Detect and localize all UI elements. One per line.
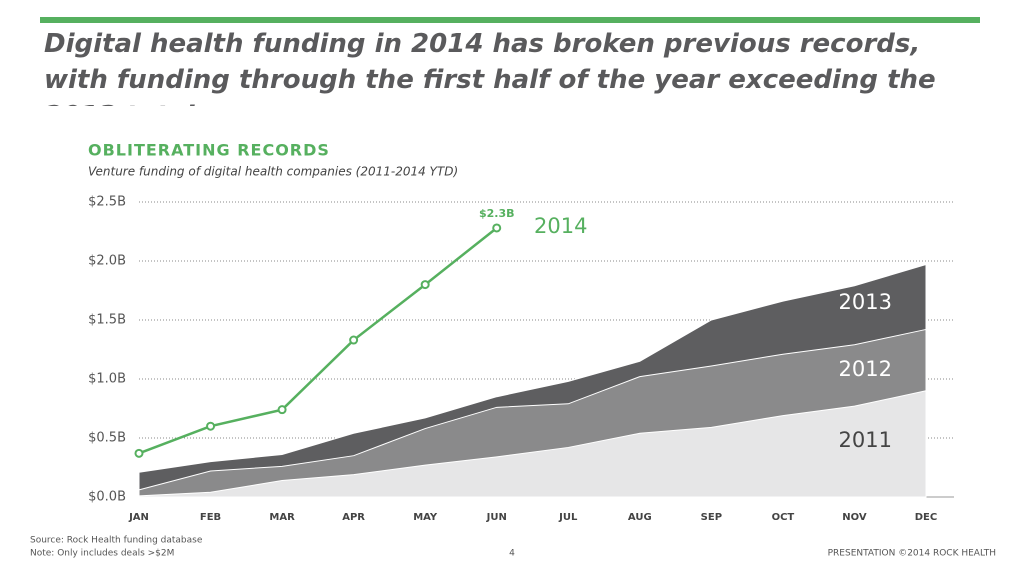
y-tick-label: $1.5B [88,313,126,328]
page-number: 4 [509,549,515,559]
x-tick-label: JAN [128,512,149,523]
marker [420,280,430,290]
marker [134,448,144,458]
note: Note: Only includes deals >$2M [30,549,174,559]
source: Source: Rock Health funding database [30,536,203,546]
marker [277,405,287,415]
brand: PRESENTATION ©2014 ROCK HEALTH [828,549,996,559]
title-box: Digital health funding in 2014 has broke… [44,29,936,106]
value-label: $2.3B [479,207,515,220]
x-tick-label: JUL [558,512,578,523]
y-tick-label: $2.5B [88,195,126,210]
slide-title: Digital health funding in 2014 has broke… [44,29,936,106]
series-label: 2013 [839,290,892,314]
chart-title: OBLITERATING RECORDS [88,141,330,160]
y-tick-label: $0.0B [88,490,126,505]
x-tick-label: AUG [628,512,652,523]
area [138,390,927,498]
y-tick-label: $0.5B [88,431,126,446]
series-label: 2012 [839,357,892,381]
x-tick-label: OCT [772,512,795,523]
y-tick-label: $2.0B [88,254,126,269]
x-tick-label: SEP [701,512,722,523]
x-tick-label: MAY [413,512,438,523]
series-label: 2011 [839,428,892,452]
x-tick-label: JUN [486,512,507,523]
series-label: 2014 [534,214,587,238]
chart-subtitle: Venture funding of digital health compan… [88,165,458,179]
marker [349,335,359,345]
x-tick-label: FEB [200,512,221,523]
marker [206,421,216,431]
line [138,226,498,455]
x-tick-label: MAR [269,512,295,523]
x-tick-label: NOV [842,512,867,523]
marker [492,223,502,233]
x-tick-label: DEC [915,512,937,523]
top-bar [40,17,980,23]
x-tick-label: APR [342,512,365,523]
y-tick-label: $1.0B [88,372,126,387]
